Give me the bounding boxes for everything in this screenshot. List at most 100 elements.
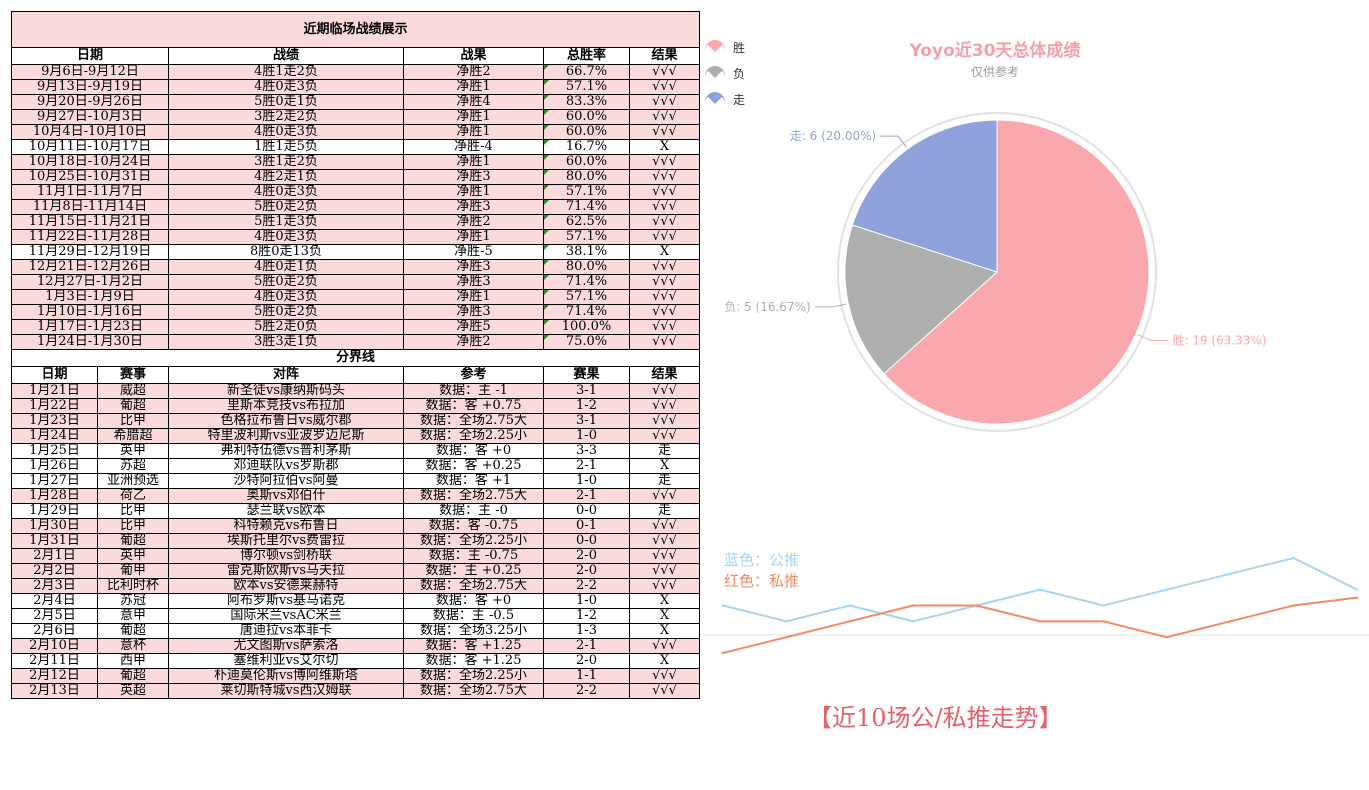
weekly-cell: 10月4日-10月10日 (11, 124, 169, 140)
legend-label: 走 (733, 92, 746, 107)
match-cell: X (628, 608, 701, 624)
match-cell: 埃斯托里尔vs费雷拉 (168, 533, 404, 549)
match-cell: 奥斯vs邓伯什 (168, 488, 404, 504)
match-cell: 数据：全场2.25小 (403, 428, 544, 444)
match-cell: 塞维利亚vs艾尔切 (168, 653, 404, 669)
weekly-cell: 4胜0走3负 (168, 184, 404, 200)
match-row: 1月26日 苏超 邓迪联队vs罗斯郡 数据：客 +0.25 2-1 X (11, 458, 701, 474)
weekly-cell: 净胜1 (403, 229, 544, 245)
match-cell: 数据：全场2.75大 (403, 413, 544, 429)
match-cell: √√√ (628, 383, 701, 399)
match-cell: 欧本vs安德莱赫特 (168, 578, 404, 594)
weekly-row: 10月18日-10月24日 3胜1走2负 净胜1 60.0% √√√ (11, 154, 701, 170)
match-cell: 2-1 (543, 458, 630, 474)
weekly-cell: X (628, 244, 701, 260)
weekly-cell: √√√ (628, 259, 701, 275)
weekly-cell: 83.3% (543, 94, 630, 110)
match-cell: √√√ (628, 488, 701, 504)
match-cell: 科特赖克vs布鲁日 (168, 518, 404, 534)
match-cell: 沙特阿拉伯vs阿曼 (168, 473, 404, 489)
weekly-cell: 1胜1走5负 (168, 139, 404, 155)
weekly-header-row: 日期 战绩 战果 总胜率 结果 (11, 47, 701, 65)
weekly-cell: 57.1% (543, 184, 630, 200)
trend-line-1 (722, 596, 1358, 654)
match-cell: 数据：主 -0 (403, 503, 544, 519)
weekly-cell: 57.1% (543, 229, 630, 245)
match-cell: 2月6日 (11, 623, 98, 639)
match-cell: 2-0 (543, 563, 630, 579)
match-cell: 1月27日 (11, 473, 98, 489)
match-cell: √√√ (628, 683, 701, 699)
legend-swatch-icon (705, 92, 725, 104)
match-cell: 英甲 (97, 548, 169, 564)
legend-item-2[interactable]: 走 (703, 86, 745, 112)
weekly-row: 1月17日-1月23日 5胜2走0负 净胜5 100.0% √√√ (11, 319, 701, 335)
trend-point-1-10 (1355, 596, 1359, 599)
match-cell: 数据：客 +1.25 (403, 653, 544, 669)
match-cell: 1-2 (543, 398, 630, 414)
weekly-cell: 净胜4 (403, 94, 544, 110)
match-cell: 数据：客 +1.25 (403, 638, 544, 654)
weekly-cell: 净胜2 (403, 334, 544, 350)
match-cell: √√√ (628, 398, 701, 414)
series-label-private: 红色：私推 (724, 572, 800, 590)
match-cell: 2月2日 (11, 563, 98, 579)
match-cell: 2-0 (543, 548, 630, 564)
weekly-cell: 60.0% (543, 109, 630, 125)
weekly-cell: 4胜2走1负 (168, 169, 404, 185)
pie-slice-2[interactable] (851, 119, 998, 273)
match-cell: 走 (628, 503, 701, 519)
match-cell: 葡超 (97, 623, 169, 639)
weekly-cell: 4胜0走3负 (168, 289, 404, 305)
match-cell: 数据：客 +0 (403, 443, 544, 459)
pie-slice-1[interactable] (844, 224, 998, 375)
weekly-cell: 75.0% (543, 334, 630, 350)
weekly-cell: 5胜0走2负 (168, 304, 404, 320)
weekly-cell: 4胜1走2负 (168, 64, 404, 80)
legend-item-1[interactable]: 负 (703, 60, 745, 86)
match-row: 2月12日 葡超 朴迪莫伦斯vs博阿维斯塔 数据：全场2.25小 1-1 √√√ (11, 668, 701, 684)
weekly-cell: 1月17日-1月23日 (11, 319, 169, 335)
trend-point-1-1 (785, 635, 788, 639)
weekly-cell: 净胜-4 (403, 139, 544, 155)
match-cell: 2月11日 (11, 653, 98, 669)
match-cell: 走 (628, 473, 701, 489)
trend-point-0-9 (1292, 556, 1295, 560)
weekly-cell: 净胜3 (403, 274, 544, 290)
match-cell: √√√ (628, 668, 701, 684)
legend-item-0[interactable]: 胜 (703, 34, 745, 60)
match-cell: 威超 (97, 383, 169, 399)
weekly-header-cell: 日期 (11, 47, 169, 65)
match-cell: 色格拉布鲁日vs威尔郡 (168, 413, 404, 429)
match-cell: 数据：客 +0.75 (403, 398, 544, 414)
legend-label: 负 (733, 66, 746, 81)
match-cell: 1月25日 (11, 443, 98, 459)
match-cell: 2-1 (543, 638, 630, 654)
match-cell: 瑟兰联vs欧本 (168, 503, 404, 519)
weekly-cell: 9月6日-9月12日 (11, 64, 169, 80)
match-cell: 1月22日 (11, 398, 98, 414)
pie-slice-0[interactable] (883, 119, 1150, 425)
chart-subtitle: 仅供参考 (970, 65, 1019, 79)
trend-point-1-0 (721, 651, 725, 655)
match-cell: 2-2 (543, 683, 630, 699)
weekly-cell: 71.4% (543, 199, 630, 215)
weekly-cell: 12月21日-12月26日 (11, 259, 169, 275)
match-cell: 葡甲 (97, 563, 169, 579)
legend-swatch-icon (705, 66, 725, 78)
pie-slice-label-2: 走: 6 (20.00%) (790, 129, 876, 143)
weekly-header-cell: 战果 (403, 47, 544, 65)
weekly-cell: 11月8日-11月14日 (11, 199, 169, 215)
weekly-cell: 9月13日-9月19日 (11, 79, 169, 95)
match-cell: X (628, 458, 701, 474)
weekly-row: 10月4日-10月10日 4胜0走3负 净胜1 60.0% √√√ (11, 124, 701, 140)
match-cell: 2月13日 (11, 683, 98, 699)
weekly-cell: 净胜1 (403, 184, 544, 200)
weekly-row: 11月1日-11月7日 4胜0走3负 净胜1 57.1% √√√ (11, 184, 701, 200)
weekly-cell: √√√ (628, 304, 701, 320)
trend-point-0-6 (1102, 604, 1105, 607)
match-cell: √√√ (628, 563, 701, 579)
trend-point-1-5 (1038, 620, 1042, 623)
match-row: 2月5日 意甲 国际米兰vsAC米兰 数据：主 -0.5 1-2 X (11, 608, 701, 624)
match-cell: 1-1 (543, 668, 630, 684)
